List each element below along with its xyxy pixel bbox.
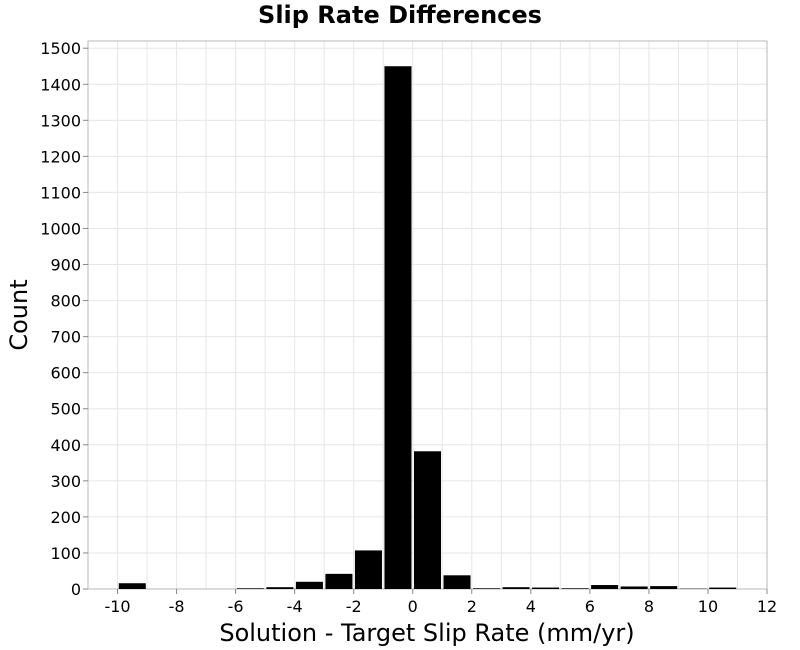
bars-layer: [118, 66, 737, 590]
histogram-bar: [532, 587, 560, 589]
chart-title: Slip Rate Differences: [258, 1, 542, 29]
x-tick-label: -6: [228, 597, 244, 616]
histogram-bar: [591, 585, 619, 589]
y-tick-label: 300: [50, 472, 81, 491]
histogram-bar: [650, 586, 678, 589]
histogram-bar: [325, 573, 353, 589]
y-tick-label: 1300: [40, 111, 81, 130]
y-tick-label: 500: [50, 400, 81, 419]
y-tick-label: 1400: [40, 75, 81, 94]
y-tick-label: 1200: [40, 147, 81, 166]
y-tick-label: 600: [50, 364, 81, 383]
y-tick-label: 400: [50, 436, 81, 455]
x-tick-label: 10: [698, 597, 718, 616]
y-tick-label: 1100: [40, 183, 81, 202]
y-axis-label: Count: [5, 279, 33, 350]
histogram-bar: [354, 550, 382, 589]
histogram-bar: [266, 587, 294, 589]
x-tick-label: -8: [169, 597, 185, 616]
histogram-bar: [295, 581, 323, 589]
x-axis-ticks: -10 -8 -6 -4 -2 0 2 4 6 8 10 12: [104, 589, 777, 616]
x-tick-label: -10: [104, 597, 130, 616]
y-tick-label: 700: [50, 328, 81, 347]
y-tick-label: 0: [71, 580, 81, 599]
x-tick-label: 4: [526, 597, 536, 616]
x-tick-label: 2: [467, 597, 477, 616]
y-tick-label: 1500: [40, 39, 81, 58]
x-tick-label: 12: [757, 597, 777, 616]
histogram-bar: [561, 588, 589, 589]
histogram-bar: [384, 66, 412, 590]
y-axis-ticks: 0 100 200 300 400 500 600 700 800 900 1000 1100 1200…: [40, 39, 88, 599]
x-tick-label: -4: [287, 597, 303, 616]
histogram-bar: [620, 586, 648, 589]
y-tick-label: 100: [50, 544, 81, 563]
y-tick-label: 800: [50, 292, 81, 311]
histogram-bar: [473, 588, 501, 589]
histogram-bar: [709, 587, 737, 589]
histogram-bar: [502, 587, 530, 589]
x-tick-label: 8: [644, 597, 654, 616]
histogram-bar: [443, 575, 471, 589]
y-tick-label: 1000: [40, 219, 81, 238]
histogram-bar: [413, 451, 442, 589]
x-tick-label: 0: [408, 597, 418, 616]
x-tick-label: -2: [346, 597, 362, 616]
x-tick-label: 6: [585, 597, 595, 616]
histogram-bar: [236, 588, 264, 589]
histogram-bar: [118, 583, 146, 589]
x-axis-label: Solution - Target Slip Rate (mm/yr): [219, 619, 634, 647]
y-tick-label: 200: [50, 508, 81, 527]
y-tick-label: 900: [50, 256, 81, 275]
